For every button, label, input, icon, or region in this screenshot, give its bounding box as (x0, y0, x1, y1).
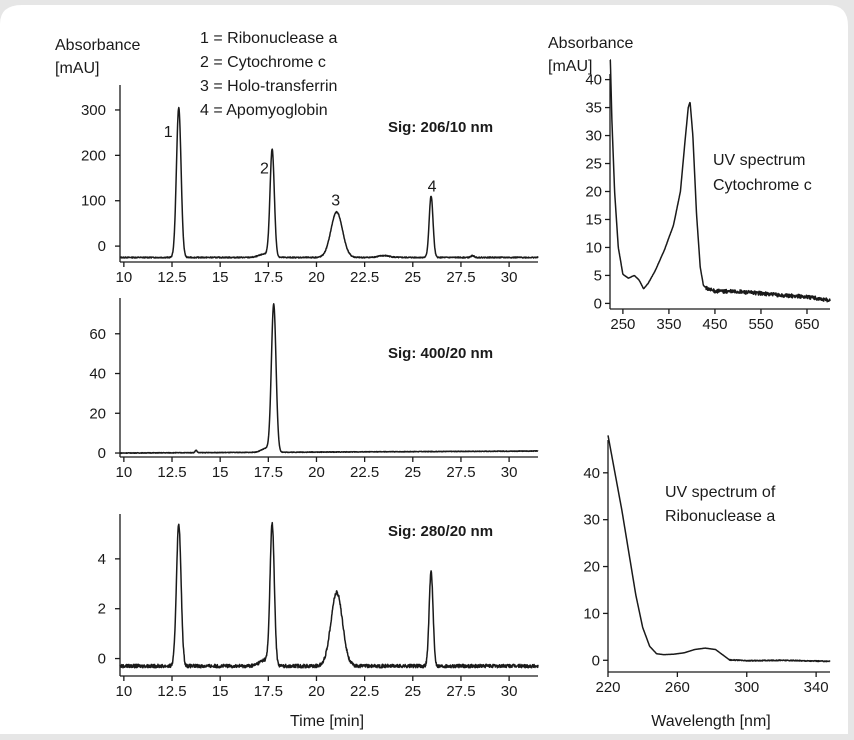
spectrum-annotation-line-2: Ribonuclease a (665, 508, 775, 525)
peak-label: 1 (164, 124, 173, 141)
spectrum-annotation-line-1: UV spectrum (713, 152, 805, 169)
y-tick-label: 30 (583, 512, 600, 529)
signal-trace (607, 435, 831, 663)
y-tick-label: 10 (585, 239, 602, 256)
y-tick-label: 200 (81, 147, 106, 164)
x-tick-label: 20 (308, 464, 325, 481)
x-axis-label: Time [min] (290, 713, 364, 730)
x-tick-label: 22.5 (350, 464, 379, 481)
signal-annotation: Sig: 206/10 nm (388, 119, 493, 136)
x-tick-label: 30 (501, 683, 518, 700)
uv-spectrum-cytochrome-c: Absorbance [mAU] UV spectrum Cytochrome … (548, 35, 831, 333)
x-tick-label: 220 (595, 679, 620, 696)
x-tick-label: 12.5 (157, 683, 186, 700)
y-axis-label-top: Absorbance (548, 35, 633, 52)
y-axis-label-top: Absorbance (55, 37, 140, 54)
x-axis-label: Wavelength [nm] (651, 713, 770, 730)
peak-label: 2 (260, 161, 269, 178)
chromatogram-400nm: Sig: 400/20 nm 10 12.5 15 17.5 20 22.5 25 27.5 3… (89, 298, 539, 481)
x-tick-label: 300 (734, 679, 759, 696)
y-tick-label: 0 (98, 651, 106, 668)
x-tick-label: 30 (501, 269, 518, 286)
x-tick-label: 10 (116, 464, 133, 481)
x-tick-label: 550 (748, 316, 773, 333)
legend-item-3: 3 = Holo-transferrin (200, 78, 337, 95)
x-tick-label: 650 (794, 316, 819, 333)
y-tick-label: 100 (81, 193, 106, 210)
y-tick-label: 300 (81, 102, 106, 119)
x-tick-label: 250 (610, 316, 635, 333)
peak-label: 3 (331, 192, 340, 209)
y-tick-label: 35 (585, 100, 602, 117)
x-tick-label: 20 (308, 269, 325, 286)
legend-item-1: 1 = Ribonuclease a (200, 30, 338, 47)
y-tick-label: 5 (594, 267, 602, 284)
y-tick-label: 20 (89, 405, 106, 422)
figure-panel (0, 5, 848, 734)
spectrum-annotation-line-2: Cytochrome c (713, 177, 812, 194)
signal-trace (119, 521, 539, 669)
y-tick-label: 0 (592, 652, 600, 669)
x-tick-label: 17.5 (254, 464, 283, 481)
y-tick-label: 2 (98, 601, 106, 618)
y-axis-label-unit: [mAU] (55, 60, 99, 77)
y-tick-label: 40 (89, 366, 106, 383)
y-tick-label: 4 (98, 551, 106, 568)
spectrum-annotation-line-1: UV spectrum of (665, 484, 776, 501)
y-tick-label: 40 (583, 465, 600, 482)
y-tick-label: 20 (585, 184, 602, 201)
legend-item-2: 2 = Cytochrome c (200, 54, 326, 71)
x-tick-label: 450 (702, 316, 727, 333)
x-tick-label: 22.5 (350, 683, 379, 700)
y-axis-label-unit: [mAU] (548, 58, 592, 75)
x-tick-label: 350 (656, 316, 681, 333)
y-tick-label: 60 (89, 326, 106, 343)
legend-item-4: 4 = Apomyoglobin (200, 102, 328, 119)
y-tick-label: 0 (98, 445, 106, 462)
x-tick-label: 17.5 (254, 683, 283, 700)
x-tick-label: 27.5 (446, 464, 475, 481)
legend: 1 = Ribonuclease a 2 = Cytochrome c 3 = … (200, 30, 338, 119)
x-tick-label: 25 (404, 269, 421, 286)
x-tick-label: 12.5 (157, 269, 186, 286)
x-tick-label: 15 (212, 683, 229, 700)
y-tick-label: 20 (583, 559, 600, 576)
x-tick-label: 25 (404, 683, 421, 700)
x-tick-label: 260 (665, 679, 690, 696)
chromatogram-206nm: Absorbance [mAU] Sig: 206/10 nm 10 12.5 15… (55, 37, 539, 286)
y-tick-label: 25 (585, 156, 602, 173)
x-tick-label: 340 (804, 679, 829, 696)
signal-annotation: Sig: 280/20 nm (388, 523, 493, 540)
x-tick-label: 10 (116, 683, 133, 700)
y-tick-label: 15 (585, 211, 602, 228)
x-tick-label: 20 (308, 683, 325, 700)
x-tick-label: 27.5 (446, 269, 475, 286)
x-tick-label: 12.5 (157, 464, 186, 481)
signal-trace (609, 59, 831, 303)
signal-annotation: Sig: 400/20 nm (388, 345, 493, 362)
x-tick-label: 17.5 (254, 269, 283, 286)
y-tick-label: 0 (594, 295, 602, 312)
y-tick-label: 10 (583, 605, 600, 622)
y-tick-label: 30 (585, 128, 602, 145)
x-tick-label: 22.5 (350, 269, 379, 286)
x-tick-label: 25 (404, 464, 421, 481)
y-tick-label: 40 (585, 72, 602, 89)
y-tick-label: 0 (98, 238, 106, 255)
x-tick-label: 10 (116, 269, 133, 286)
x-tick-label: 30 (501, 464, 518, 481)
signal-trace (119, 303, 539, 455)
x-tick-label: 15 (212, 464, 229, 481)
x-tick-label: 15 (212, 269, 229, 286)
peak-label: 4 (428, 179, 437, 196)
chromatogram-280nm: Sig: 280/20 nm Time [min] 10 12.5 15 17.5 20… (98, 514, 539, 730)
signal-trace (119, 106, 539, 259)
x-tick-label: 27.5 (446, 683, 475, 700)
uv-spectrum-ribonuclease-a: UV spectrum of Ribonuclease a Wavelength… (583, 435, 831, 730)
